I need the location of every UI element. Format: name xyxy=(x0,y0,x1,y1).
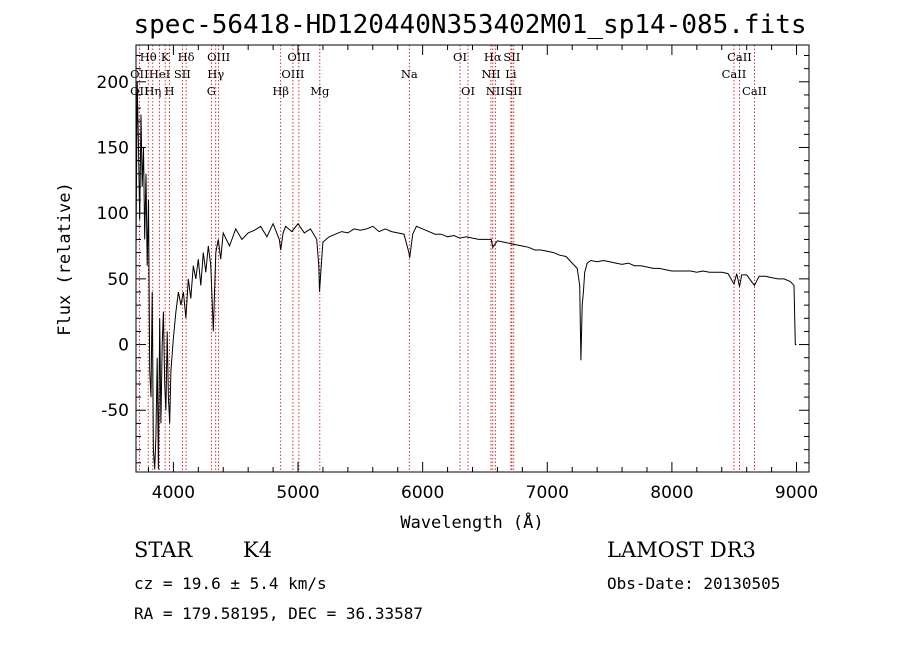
line-marker-label: OII xyxy=(130,84,149,98)
plot-frame xyxy=(135,44,810,473)
sky-coordinates: RA = 179.58195, DEC = 36.33587 xyxy=(134,604,423,623)
y-tick-label: 200 xyxy=(97,73,129,93)
x-tick-label: 4000 xyxy=(152,483,195,503)
line-marker-label: OI xyxy=(461,84,475,98)
line-marker-label: Hη xyxy=(144,84,161,98)
line-marker-label: SII xyxy=(505,84,522,98)
line-marker-label: SII xyxy=(503,50,520,64)
y-tick-label: 0 xyxy=(118,336,129,356)
y-tick-label: 100 xyxy=(97,204,129,224)
y-tick-label: 50 xyxy=(107,270,129,290)
y-axis-label: Flux (relative) xyxy=(55,182,75,336)
y-tick-label: 150 xyxy=(97,138,129,158)
line-marker-label: Hβ xyxy=(272,84,289,98)
object-class: STAR xyxy=(134,538,193,562)
y-tick-label: -50 xyxy=(101,401,129,421)
x-tick-label: 5000 xyxy=(276,483,319,503)
line-marker-label: Li xyxy=(505,67,517,81)
x-tick-label: 8000 xyxy=(650,483,693,503)
line-marker-label: SII xyxy=(174,67,191,81)
line-marker-label: H xyxy=(165,84,175,98)
y-axis: -50 0 50 100 150 200 xyxy=(97,55,809,464)
line-marker-label: K xyxy=(161,50,170,64)
line-marker-label: Na xyxy=(401,67,418,81)
line-marker-label: Hθ xyxy=(140,50,157,64)
line-marker-label: NII xyxy=(481,67,500,81)
observation-date: Obs-Date: 20130505 xyxy=(607,574,781,593)
line-marker-label: Mg xyxy=(310,84,330,98)
line-marker-label: CaII xyxy=(727,50,752,64)
chart-title: spec-56418-HD120440N353402M01_sp14-085.f… xyxy=(133,10,806,40)
line-marker-label: OII xyxy=(130,67,149,81)
line-marker-label: Hα xyxy=(484,50,502,64)
survey-name: LAMOST DR3 xyxy=(607,538,756,562)
line-marker-label: OIII xyxy=(281,67,304,81)
x-tick-label: 7000 xyxy=(526,483,569,503)
line-marker-label: CaII xyxy=(742,84,767,98)
line-marker-label: OI xyxy=(453,50,467,64)
line-marker-label: Hδ xyxy=(178,50,195,64)
flux-series-line xyxy=(135,81,797,470)
line-marker-label: OIII xyxy=(287,50,310,64)
line-marker-label: HeI xyxy=(149,67,170,81)
line-markers: Hθ OII OII K HeI Hη SII H Hδ OIII Hγ G Hβ OIII OIII Mg N… xyxy=(130,45,767,472)
x-tick-label: 6000 xyxy=(401,483,444,503)
line-marker-label: OIII xyxy=(207,50,230,64)
line-marker-label: Hγ xyxy=(207,67,224,81)
x-tick-label: 9000 xyxy=(775,483,818,503)
x-axis-label: Wavelength (Å) xyxy=(400,511,543,533)
line-marker-label: CaII xyxy=(722,67,747,81)
x-axis: 4000 5000 6000 7000 8000 9000 xyxy=(147,45,818,503)
object-subclass: K4 xyxy=(243,538,273,562)
line-marker-label: NII xyxy=(486,84,505,98)
line-marker-label: G xyxy=(207,84,216,98)
spectrum-chart: spec-56418-HD120440N353402M01_sp14-085.f… xyxy=(55,10,818,533)
redshift-cz: cz = 19.6 ± 5.4 km/s xyxy=(134,574,327,593)
